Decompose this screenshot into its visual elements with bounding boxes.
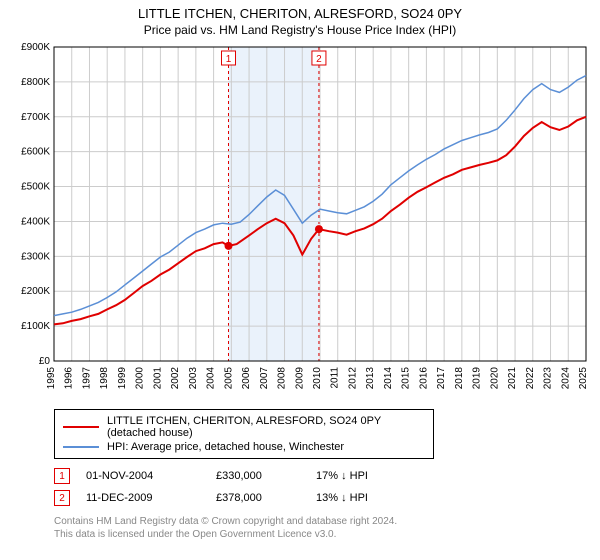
attribution-line2: This data is licensed under the Open Gov… [54,528,592,541]
svg-text:£100K: £100K [21,321,50,332]
svg-text:2: 2 [316,54,322,65]
svg-text:1997: 1997 [81,367,92,390]
svg-text:2004: 2004 [206,367,217,390]
svg-text:2018: 2018 [454,367,465,390]
svg-text:2017: 2017 [436,367,447,390]
svg-text:£300K: £300K [21,251,50,262]
svg-text:2003: 2003 [188,367,199,390]
svg-text:2022: 2022 [525,367,536,390]
svg-text:2002: 2002 [170,367,181,390]
svg-text:£900K: £900K [21,43,50,53]
marker-date: 01-NOV-2004 [86,470,216,482]
svg-text:2001: 2001 [152,367,163,390]
svg-text:2014: 2014 [383,367,394,390]
svg-text:2015: 2015 [401,367,412,390]
svg-text:2005: 2005 [223,367,234,390]
svg-text:2025: 2025 [578,367,589,390]
marker-badge: 2 [54,490,70,506]
marker-delta: 17% ↓ HPI [316,470,416,482]
marker-date: 11-DEC-2009 [86,492,216,504]
svg-text:1995: 1995 [46,367,57,390]
marker-badge: 1 [54,468,70,484]
svg-text:1998: 1998 [99,367,110,390]
marker-price: £330,000 [216,470,316,482]
svg-text:1999: 1999 [117,367,128,390]
svg-text:2013: 2013 [365,367,376,390]
svg-text:2016: 2016 [418,367,429,390]
chart-subtitle: Price paid vs. HM Land Registry's House … [8,23,592,37]
svg-text:1996: 1996 [64,367,75,390]
svg-text:2011: 2011 [330,367,341,389]
attribution: Contains HM Land Registry data © Crown c… [54,515,592,541]
svg-text:2020: 2020 [489,367,500,390]
marker-row: 2 11-DEC-2009£378,00013% ↓ HPI [54,487,592,509]
legend-swatch [63,446,99,448]
legend-item: LITTLE ITCHEN, CHERITON, ALRESFORD, SO24… [63,414,425,440]
chart-canvas: £0 £100K £200K £300K £400K £500K £600K £700K £80… [8,43,592,403]
legend-item: HPI: Average price, detached house, Winc… [63,440,425,454]
svg-text:2009: 2009 [294,367,305,390]
svg-text:2006: 2006 [241,367,252,390]
svg-text:£700K: £700K [21,112,50,123]
svg-text:£400K: £400K [21,216,50,227]
svg-text:2021: 2021 [507,367,518,390]
svg-text:£500K: £500K [21,182,50,193]
svg-text:2008: 2008 [277,367,288,390]
svg-text:£0: £0 [39,356,51,367]
marker-price: £378,000 [216,492,316,504]
svg-text:£800K: £800K [21,77,50,88]
svg-text:2000: 2000 [135,367,146,390]
marker-row: 1 01-NOV-2004£330,00017% ↓ HPI [54,465,592,487]
marker-table: 1 01-NOV-2004£330,00017% ↓ HPI 2 11-DEC-200… [54,465,592,509]
legend-label: LITTLE ITCHEN, CHERITON, ALRESFORD, SO24… [107,415,425,439]
legend: LITTLE ITCHEN, CHERITON, ALRESFORD, SO24… [54,409,434,459]
legend-swatch [63,426,99,428]
attribution-line1: Contains HM Land Registry data © Crown c… [54,515,592,528]
svg-text:2023: 2023 [543,367,554,390]
svg-text:1: 1 [226,54,232,65]
svg-text:2007: 2007 [259,367,270,390]
marker-delta: 13% ↓ HPI [316,492,416,504]
svg-text:2012: 2012 [347,367,358,390]
legend-label: HPI: Average price, detached house, Winc… [107,441,344,453]
svg-text:2024: 2024 [560,367,571,390]
svg-text:£600K: £600K [21,147,50,158]
svg-text:£200K: £200K [21,286,50,297]
svg-text:2019: 2019 [472,367,483,390]
chart-title: LITTLE ITCHEN, CHERITON, ALRESFORD, SO24… [8,6,592,21]
svg-text:2010: 2010 [312,367,323,390]
